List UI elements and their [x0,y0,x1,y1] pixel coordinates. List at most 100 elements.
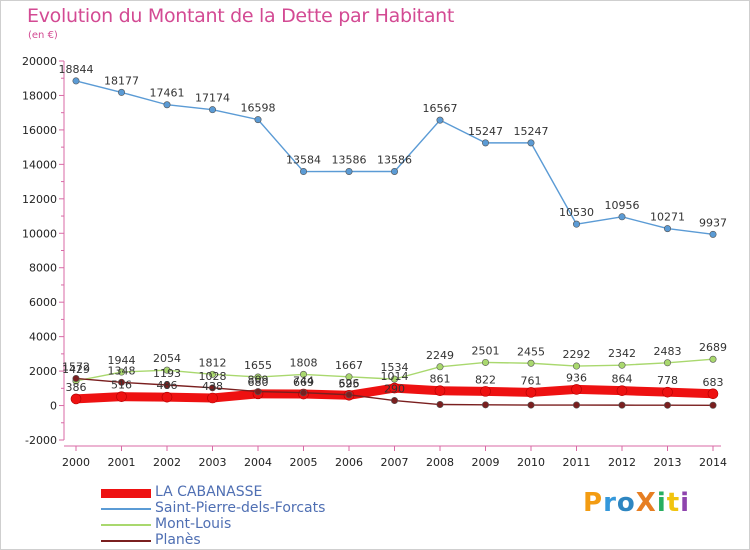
x-tick-label: 2005 [290,456,318,469]
y-tick-label: 10000 [22,227,57,240]
data-point [571,384,582,395]
data-point [572,362,580,370]
data-label: 1944 [108,354,136,367]
x-tick-label: 2014 [699,456,727,469]
x-tick-label: 2013 [654,456,682,469]
data-point [390,167,398,175]
data-label: 10956 [605,199,640,212]
data-label: 17461 [150,87,185,100]
data-point [618,361,626,369]
data-point [70,393,82,405]
data-point [481,139,489,147]
y-tick-label: 0 [50,400,57,413]
x-tick-label: 2001 [108,456,136,469]
data-label: 1572 [62,360,90,373]
legend-label: LA CABANASSE [155,484,263,500]
data-point [436,116,444,124]
data-label: 680 [248,376,269,389]
data-point [345,167,353,175]
data-point [527,359,535,367]
data-label: 2689 [699,341,727,354]
data-point [707,388,719,400]
legend-swatch [101,524,151,526]
x-tick-label: 2009 [472,456,500,469]
x-tick-label: 2008 [426,456,454,469]
x-tick-label: 2004 [244,456,272,469]
data-point [254,388,262,396]
data-label: 861 [430,373,451,386]
data-point [299,370,307,378]
data-point [662,386,673,398]
data-point [163,366,171,374]
data-point [299,168,307,176]
data-label: 595 [339,377,360,390]
data-point [618,213,626,221]
data-point [118,368,126,376]
x-tick-label: 2010 [517,456,545,469]
logo-letter: r [603,488,617,518]
data-point [390,397,398,405]
data-point [481,358,489,366]
data-label: 761 [521,374,542,387]
data-label: 1014 [381,370,409,383]
data-label: 778 [657,374,678,387]
data-label: 626 [339,377,360,390]
data-point [618,401,626,409]
data-label: 936 [566,371,587,384]
data-point [163,381,171,389]
logo-letter: o [616,488,636,518]
data-label: 10271 [650,211,685,224]
data-point [663,401,671,409]
data-point [161,391,173,403]
data-point [480,386,491,397]
data-label: 516 [111,379,132,392]
data-point [345,391,353,399]
y-tick-label: 8000 [29,262,57,275]
legend-swatch [101,540,151,542]
logo-letter: t [666,488,681,518]
data-label: 9937 [699,216,727,229]
data-label: 2483 [654,345,682,358]
data-point [254,116,262,124]
data-label: 10530 [559,206,594,219]
data-point [527,401,535,409]
y-tick-label: 14000 [22,158,57,171]
data-point [163,101,171,109]
data-label: 1808 [290,356,318,369]
logo-letter: i [680,488,691,518]
data-point [72,374,80,382]
data-label: 1193 [153,367,181,380]
data-label: 1812 [199,356,227,369]
data-label: 486 [157,379,178,392]
data-point [389,382,400,394]
data-label: 13584 [286,154,321,167]
data-label: 2249 [426,349,454,362]
data-label: 744 [293,375,314,388]
data-point [709,355,717,363]
x-tick-label: 2002 [153,456,181,469]
data-label: 1655 [244,359,272,372]
data-point [481,401,489,409]
data-label: 18844 [59,63,94,76]
data-point [525,387,537,398]
data-point [118,378,126,386]
logo-letter: P [583,488,604,518]
data-label: 15247 [514,125,549,138]
x-tick-label: 2007 [381,456,409,469]
chart-title: Evolution du Montant de la Dette par Hab… [27,5,455,27]
data-point [118,88,126,96]
data-label: 290 [384,383,405,396]
y-tick-label: 18000 [22,89,57,102]
legend-label: Mont-Louis [155,516,232,532]
data-point [527,139,535,147]
legend-swatch [101,488,151,498]
data-label: 16598 [241,102,276,115]
x-tick-label: 2011 [563,456,591,469]
data-label: 809 [248,374,269,387]
data-point [709,401,717,409]
legend-label: Planès [155,532,201,548]
data-point [209,384,217,392]
data-label: 2342 [608,347,636,360]
data-point [709,230,717,238]
